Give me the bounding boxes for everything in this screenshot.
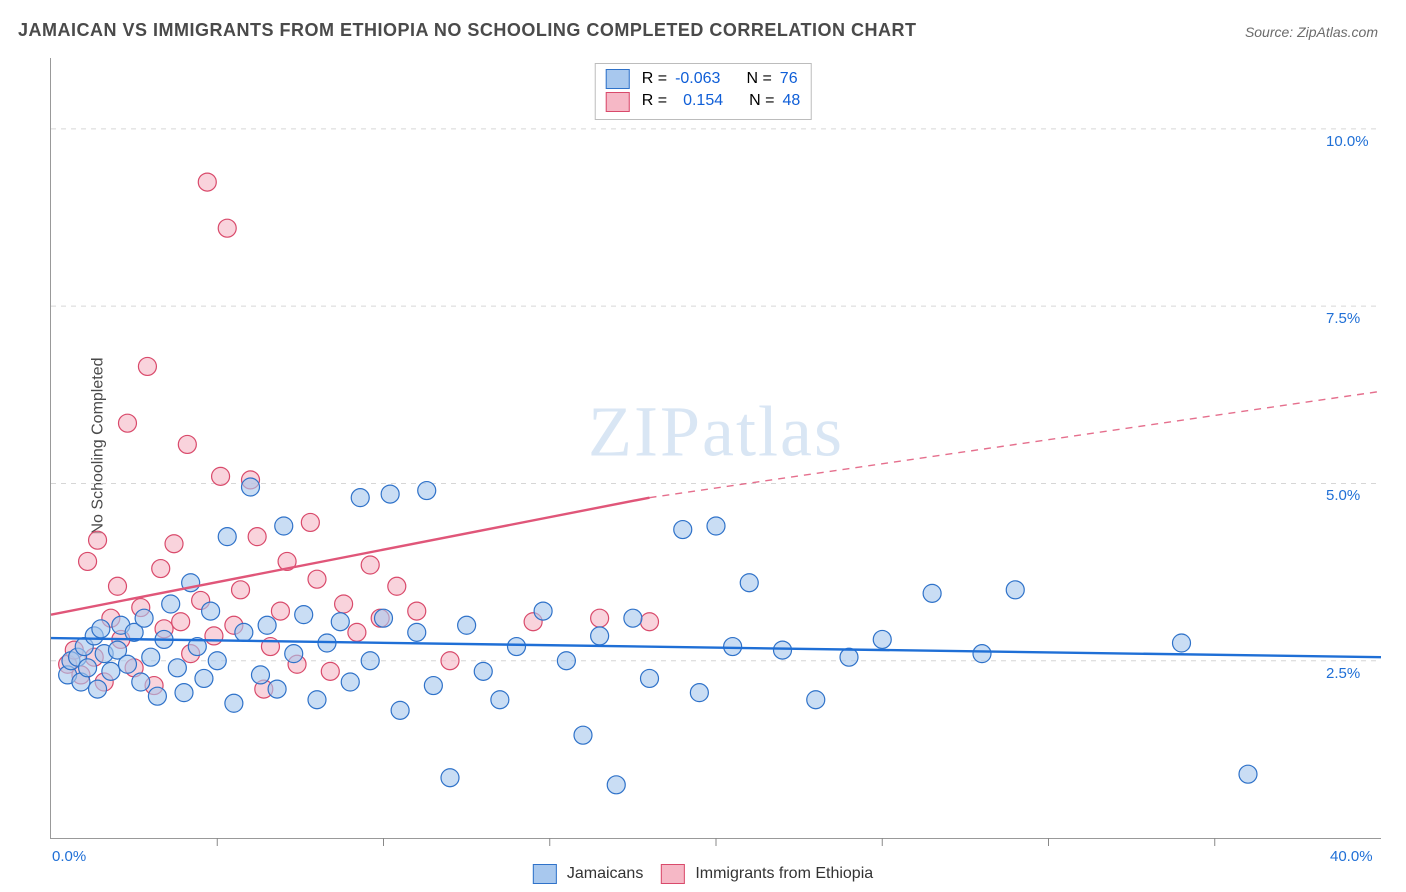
r-prefix: R = (642, 68, 667, 90)
legend-item-1: Jamaicans (533, 864, 643, 884)
series-2-n-value: 48 (782, 90, 800, 112)
series-2-swatch (606, 92, 630, 112)
series-2-r-value: 0.154 (675, 90, 723, 112)
chart-container: JAMAICAN VS IMMIGRANTS FROM ETHIOPIA NO … (0, 0, 1406, 892)
r-prefix: R = (642, 90, 667, 112)
series-legend: Jamaicans Immigrants from Ethiopia (533, 864, 873, 884)
stats-legend-box: R = -0.063 N = 76 R = 0.154 N = 48 (595, 63, 812, 120)
stats-row-series-1: R = -0.063 N = 76 (606, 68, 801, 90)
n-prefix: N = (746, 68, 771, 90)
y-tick-label: 10.0% (1326, 133, 1369, 150)
y-tick-label: 2.5% (1326, 665, 1360, 682)
source-label: Source: ZipAtlas.com (1245, 24, 1378, 40)
legend-item-2: Immigrants from Ethiopia (661, 864, 873, 884)
chart-title: JAMAICAN VS IMMIGRANTS FROM ETHIOPIA NO … (18, 20, 917, 41)
y-tick-label: 5.0% (1326, 487, 1360, 504)
x-axis-min-label: 0.0% (52, 848, 86, 865)
stats-row-series-2: R = 0.154 N = 48 (606, 90, 801, 112)
y-tick-label: 7.5% (1326, 310, 1360, 327)
plot-svg (51, 58, 1381, 838)
series-2-swatch (661, 864, 685, 884)
series-1-swatch (606, 69, 630, 89)
scatter-plot: ZIPatlas (50, 58, 1381, 839)
series-1-name: Jamaicans (567, 865, 643, 883)
series-1-r-value: -0.063 (675, 68, 720, 90)
series-1-n-value: 76 (780, 68, 798, 90)
series-1-swatch (533, 864, 557, 884)
n-prefix: N = (749, 90, 774, 112)
x-axis-max-label: 40.0% (1330, 848, 1373, 865)
series-2-name: Immigrants from Ethiopia (695, 865, 873, 883)
